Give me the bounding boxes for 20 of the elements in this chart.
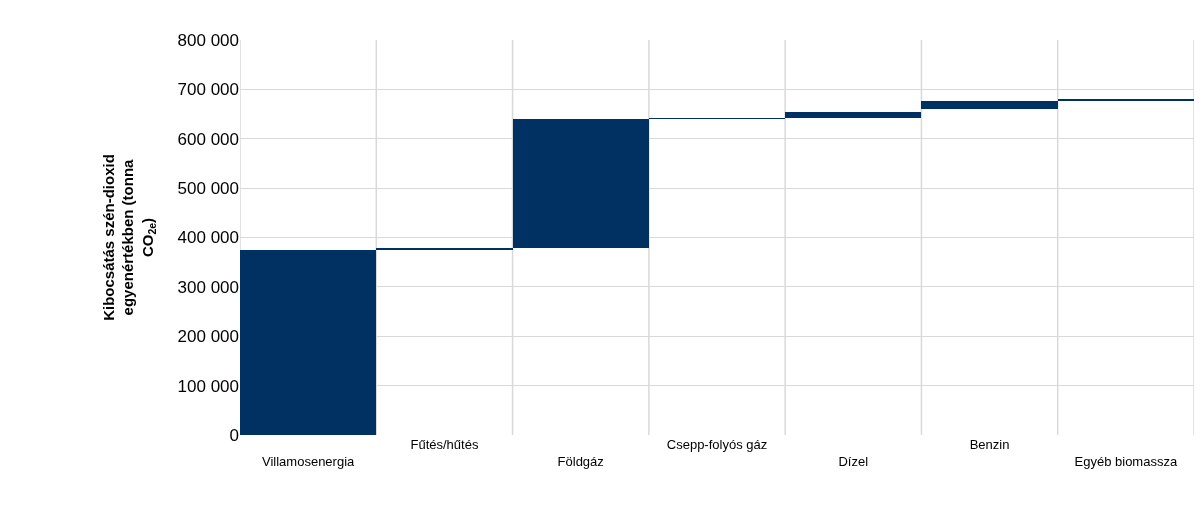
bar — [785, 112, 921, 118]
x-tick-label: Dízel — [838, 453, 869, 469]
y-tick-label: 800 000 — [177, 30, 239, 50]
y-tick-label: 300 000 — [177, 277, 239, 297]
y-tick-label: 100 000 — [177, 376, 239, 396]
x-tick-label: Villamosenergia — [262, 453, 356, 469]
y-tick-label: 700 000 — [177, 80, 239, 100]
y-tick-label: 400 000 — [177, 228, 239, 248]
y-tick-label: 600 000 — [177, 129, 239, 149]
x-tick-label: Egyéb biomassza — [1074, 453, 1178, 469]
x-tick-label: Földgáz — [557, 453, 604, 469]
bar — [921, 101, 1058, 109]
y-tick-label: 500 000 — [177, 179, 239, 199]
y-tick-label: 0 — [229, 425, 239, 445]
x-tick-label: Fűtés/hűtés — [410, 437, 479, 452]
x-tick-label: Csepp-folyós gáz — [666, 437, 768, 452]
x-tick-label: Benzin — [969, 437, 1010, 452]
y-tick-label: 200 000 — [177, 327, 239, 347]
bar — [513, 119, 649, 248]
bar — [240, 250, 376, 435]
